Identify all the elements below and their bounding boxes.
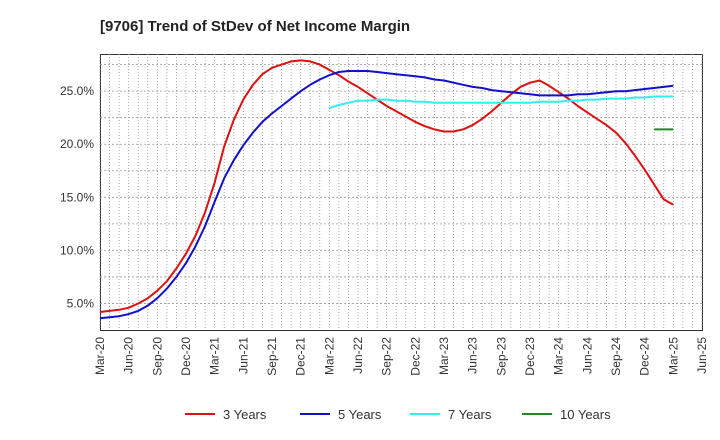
x-tick-label: Dec-21 [294, 337, 308, 376]
legend-label: 5 Years [338, 407, 382, 422]
x-tick-label: Sep-22 [380, 337, 394, 376]
x-tick-label: Dec-22 [408, 337, 422, 376]
y-axis: 5.0% 10.0% 15.0% 20.0% 25.0% [60, 84, 94, 310]
y-tick-label: 15.0% [60, 190, 94, 204]
x-tick-label: Jun-22 [351, 337, 365, 374]
x-tick-label: Jun-21 [236, 337, 250, 374]
series-line-3-years [99, 59, 674, 313]
legend: 3 Years 5 Years 7 Years 10 Years [185, 407, 611, 422]
x-tick-label: Jun-24 [580, 337, 594, 374]
x-tick-label: Dec-23 [523, 337, 537, 376]
series-line-7-years [328, 95, 674, 110]
y-tick-label: 5.0% [67, 296, 95, 310]
x-tick-label: Mar-22 [322, 337, 336, 375]
x-axis: Mar-20 Jun-20 Sep-20 Dec-20 Mar-21 Jun-21 Sep-… [93, 337, 709, 376]
y-tick-label: 25.0% [60, 84, 94, 98]
legend-label: 10 Years [560, 407, 611, 422]
series-layer [99, 59, 674, 320]
chart-title: [9706] Trend of StDev of Net Income Marg… [100, 18, 410, 35]
legend-label: 7 Years [448, 407, 492, 422]
x-tick-label: Sep-23 [494, 337, 508, 376]
x-tick-label: Mar-25 [666, 337, 680, 375]
x-tick-label: Sep-20 [150, 337, 164, 376]
y-tick-label: 20.0% [60, 137, 94, 151]
x-tick-label: Sep-21 [265, 337, 279, 376]
x-tick-label: Mar-23 [437, 337, 451, 375]
legend-label: 3 Years [223, 407, 267, 422]
x-tick-label: Dec-24 [638, 337, 652, 376]
x-tick-label: Mar-21 [208, 337, 222, 375]
y-tick-label: 10.0% [60, 243, 94, 257]
series-line-5-years [99, 70, 674, 320]
plot-area [100, 54, 703, 331]
x-tick-label: Jun-20 [122, 337, 136, 374]
x-tick-label: Jun-25 [695, 337, 709, 374]
grid [99, 54, 703, 330]
x-tick-label: Mar-24 [552, 337, 566, 375]
x-tick-label: Dec-20 [179, 337, 193, 376]
x-tick-label: Mar-20 [93, 337, 107, 375]
x-tick-label: Jun-23 [466, 337, 480, 374]
x-tick-label: Sep-24 [609, 337, 623, 376]
